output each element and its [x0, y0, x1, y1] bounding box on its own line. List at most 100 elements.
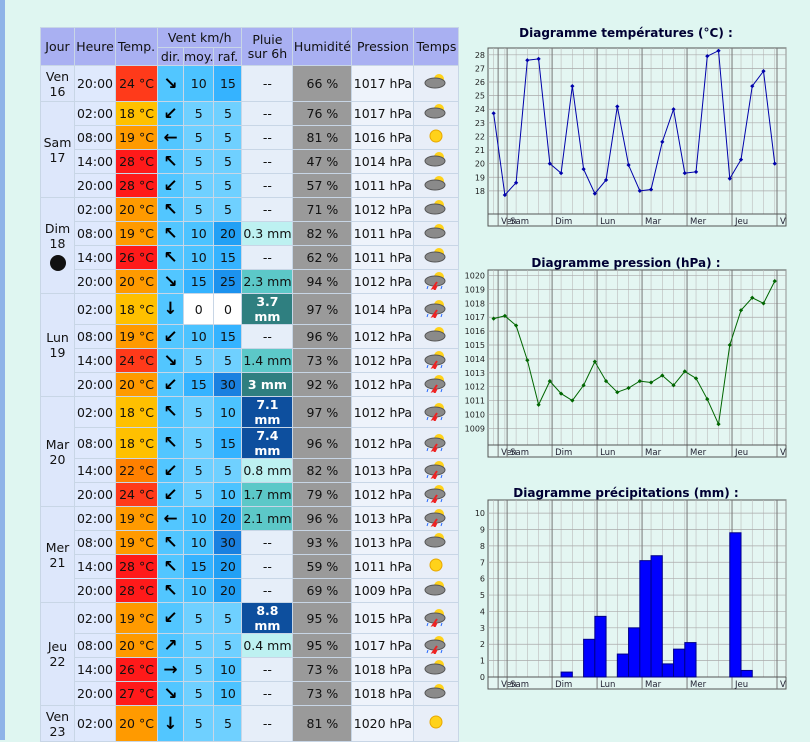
heure-cell: 02:00	[74, 705, 116, 742]
hum-cell: 73 %	[292, 681, 353, 706]
heure-cell: 20:00	[74, 372, 116, 397]
point	[615, 390, 620, 395]
heure-cell: 14:00	[74, 245, 116, 270]
icon-cell	[413, 427, 460, 459]
hum-cell: 96 %	[292, 427, 353, 459]
day-date: 18	[49, 235, 66, 251]
temp-cell: 18 °C	[115, 293, 158, 325]
temp-cell: 18 °C	[115, 101, 158, 126]
moy-cell: 0	[182, 293, 215, 325]
y-tick-label: 1013	[465, 369, 485, 378]
moy-cell: 5	[182, 458, 215, 483]
x-tick-label: Jeu	[734, 217, 748, 227]
hum-cell: 57 %	[292, 173, 353, 198]
dir-cell: ↖	[157, 221, 184, 246]
weather-icon	[424, 176, 446, 191]
y-tick-label: 28	[475, 51, 485, 60]
weather-icon	[424, 74, 446, 89]
x-tick-label: Ven	[501, 448, 517, 458]
pluie-cell: --	[241, 578, 294, 603]
point	[592, 191, 597, 196]
y-tick-label: 7	[480, 558, 485, 567]
header-cell: Vent km/h	[156, 27, 243, 48]
temp-cell: 28 °C	[115, 578, 158, 603]
weather-icon	[424, 433, 446, 453]
heure-cell: 08:00	[74, 324, 116, 349]
point	[558, 171, 564, 176]
point	[648, 380, 654, 385]
weather-icon	[424, 224, 446, 239]
side-strip	[0, 0, 5, 740]
x-tick-label: Mer	[690, 217, 707, 227]
temp-cell: 19 °C	[115, 125, 158, 150]
temp-cell: 26 °C	[115, 245, 158, 270]
raf-cell: 20	[213, 221, 243, 246]
point	[581, 383, 586, 388]
heure-cell: 08:00	[74, 125, 116, 150]
hum-cell: 93 %	[292, 530, 353, 555]
heure-cell: 20:00	[74, 173, 116, 198]
pluie-cell: 2.1 mm	[241, 506, 294, 531]
bar	[616, 653, 630, 678]
day-cell: Sam 17	[40, 101, 75, 198]
y-tick-label: 1016	[465, 327, 485, 336]
day-cell: Mer 21	[40, 506, 75, 603]
dir-cell: ↖	[157, 578, 184, 603]
dir-cell: ↘	[157, 348, 184, 373]
moy-cell: 10	[182, 506, 215, 531]
heure-cell: 14:00	[74, 554, 116, 579]
y-tick-label: 27	[475, 64, 485, 73]
weather-icon	[424, 461, 446, 481]
pluie-cell: --	[241, 197, 294, 222]
icon-cell	[413, 458, 460, 483]
weather-icon	[424, 327, 446, 342]
point	[738, 308, 744, 313]
heure-cell: 08:00	[74, 633, 116, 658]
header-cell: dir.	[157, 47, 184, 66]
pres-cell: 1017 hPa	[351, 633, 415, 658]
point	[682, 171, 687, 176]
y-tick-label: 2	[480, 640, 485, 649]
hum-cell: 62 %	[292, 245, 353, 270]
moy-cell: 5	[182, 125, 215, 150]
day-date: 20	[49, 451, 66, 467]
moy-cell: 5	[182, 705, 215, 742]
dir-cell: ↖	[157, 245, 184, 270]
hum-cell: 96 %	[292, 324, 353, 349]
bar	[583, 638, 596, 678]
weather-icon	[424, 402, 446, 422]
point	[603, 378, 609, 384]
y-tick-label: 22	[475, 132, 485, 141]
bar	[661, 663, 675, 678]
x-tick-label: Dim	[555, 680, 572, 690]
weather-icon	[429, 558, 443, 572]
bar	[560, 671, 573, 678]
bar	[639, 560, 652, 678]
day-date: 17	[49, 149, 66, 165]
y-tick-label: 3	[480, 624, 485, 633]
weather-icon	[424, 660, 446, 675]
day-cell: Ven 16	[40, 65, 75, 102]
point	[502, 192, 507, 198]
pres-cell: 1012 hPa	[351, 348, 415, 373]
day-date: 23	[49, 723, 66, 739]
moy-cell: 5	[182, 197, 215, 222]
hum-cell: 59 %	[292, 554, 353, 579]
heure-cell: 02:00	[74, 101, 116, 126]
hum-cell: 96 %	[292, 506, 353, 531]
heure-cell: 08:00	[74, 221, 116, 246]
y-tick-label: 19	[475, 173, 485, 182]
point	[738, 157, 744, 162]
y-tick-label: 26	[475, 78, 485, 87]
point	[547, 378, 552, 384]
icon-cell	[413, 396, 460, 428]
point	[570, 398, 575, 403]
pluie-cell: 8.8 mm	[241, 602, 294, 634]
raf-cell: 25	[213, 269, 243, 294]
pres-cell: 1012 hPa	[351, 482, 415, 507]
x-tick-label: V	[780, 217, 786, 227]
weather-icon	[424, 509, 446, 529]
plot-area	[487, 269, 787, 458]
